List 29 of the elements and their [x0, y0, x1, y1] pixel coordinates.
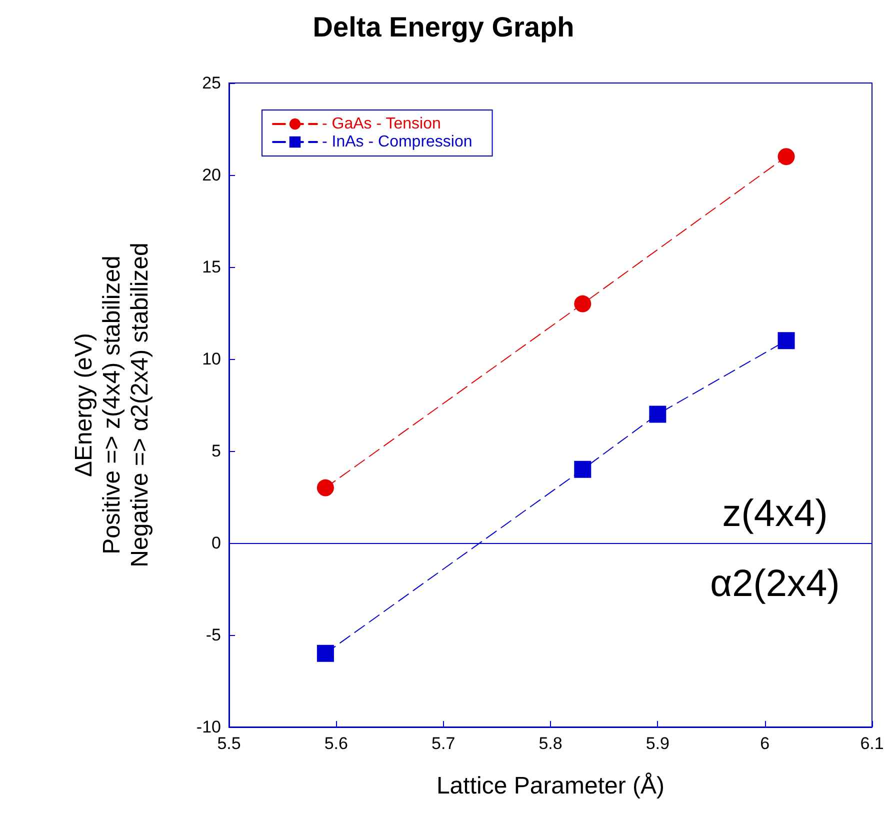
point: [574, 460, 592, 478]
y-axis-title: ΔEnergy (eV) Positive => z(4x4) stabilized Negative => α2(2x4) stabilized: [70, 242, 154, 568]
y-tick-label: -5: [206, 626, 221, 644]
x-tick-label: 5.8: [538, 734, 562, 753]
y-tick-label: -10: [196, 718, 221, 736]
chart-title: Delta Energy Graph: [312, 12, 574, 42]
y-tick-label: 10: [202, 350, 221, 368]
x-tick-label: 5.5: [217, 734, 241, 753]
point: [316, 479, 334, 496]
x-tick-label: 6: [760, 734, 770, 753]
y-tick-label: 0: [212, 534, 221, 552]
point: [778, 148, 795, 166]
x-axis-title: Lattice Parameter (Å): [436, 772, 665, 800]
y-tick-label: 5: [212, 442, 221, 460]
x-tick-label: 5.9: [646, 734, 670, 753]
point: [316, 644, 334, 662]
point: [778, 332, 795, 350]
x-tick-label: 5.6: [324, 734, 348, 753]
x-tick-label: 6.1: [860, 734, 884, 753]
point: [574, 295, 592, 312]
y-tick-label: 15: [202, 258, 221, 276]
annotation: α2(2x4): [710, 563, 840, 605]
annotation: z(4x4): [722, 493, 828, 535]
y-tick-label: 25: [202, 74, 221, 92]
y-tick-label: 20: [202, 166, 221, 184]
legend-label: - InAs - Compression: [322, 134, 472, 150]
legend-label: - GaAs - Tension: [322, 116, 441, 132]
x-tick-label: 5.7: [432, 734, 456, 753]
point: [649, 406, 666, 423]
